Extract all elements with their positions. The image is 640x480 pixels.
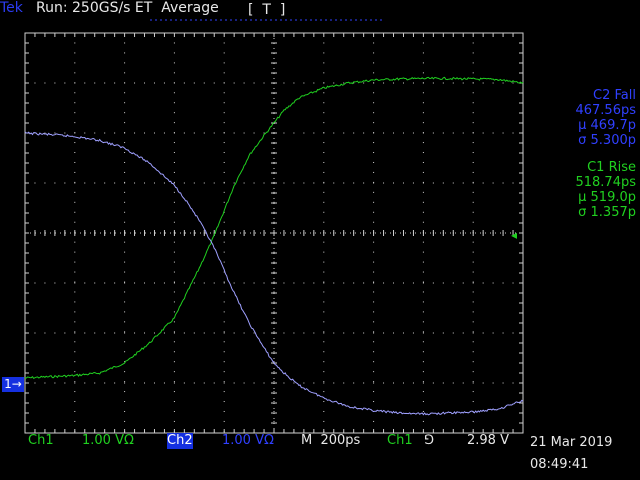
c1-rise-value: 518.74ps — [575, 175, 636, 190]
waveform-traces — [24, 76, 524, 416]
ch2-scale[interactable]: 1.00 VΩ — [222, 433, 274, 448]
c2-fall-sigma: σ 5.300p — [578, 133, 636, 148]
c1-rise-sigma: σ 1.357p — [578, 205, 636, 220]
c2-fall-title: C2 Fall — [593, 88, 636, 103]
c2-fall-value: 467.56ps — [575, 103, 636, 118]
brand-logo: Tek — [0, 0, 23, 16]
trigger-level[interactable]: 2.98 V — [467, 433, 509, 448]
c2-fall-mean: µ 469.7p — [578, 118, 636, 133]
ch1-scale[interactable]: 1.00 VΩ — [82, 433, 134, 448]
trigger-position-marker: [ T ] — [248, 2, 286, 18]
ch1-ground-marker[interactable]: 1→ — [2, 377, 24, 392]
ch2-label[interactable]: Ch2 — [167, 433, 193, 449]
c1-rise-mean: µ 519.0p — [578, 190, 636, 205]
c1-rise-title: C1 Rise — [587, 160, 636, 175]
graticule — [24, 19, 524, 434]
trigger-source[interactable]: Ch1 — [387, 433, 413, 448]
timebase-setting[interactable]: M 200ps — [301, 433, 361, 448]
time-display: 08:49:41 — [530, 457, 589, 472]
trigger-level-arrow-icon[interactable]: ◂ — [511, 228, 518, 242]
waveform-trace-1 — [24, 76, 524, 380]
ch1-label[interactable]: Ch1 — [28, 433, 54, 448]
date-display: 21 Mar 2019 — [530, 435, 613, 450]
waveform-trace-2 — [24, 131, 524, 416]
trigger-slope-icon[interactable]: ⅁ — [424, 433, 435, 448]
acquisition-status: Run: 250GS/s ET Average — [36, 0, 219, 16]
